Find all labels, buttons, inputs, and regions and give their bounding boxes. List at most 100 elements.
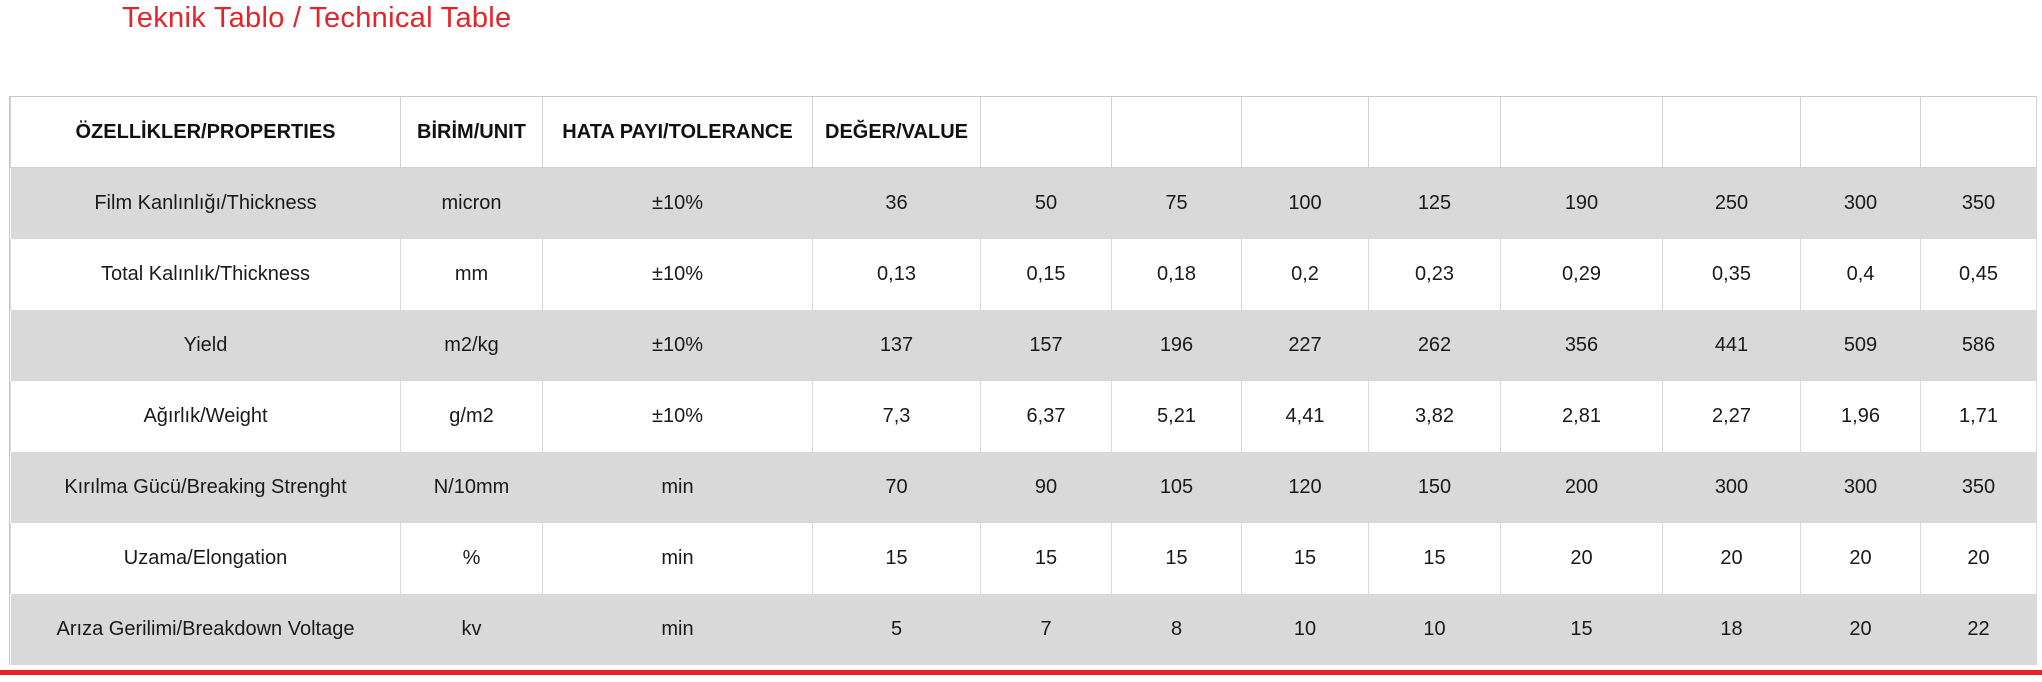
value-cell: 300 xyxy=(1800,452,1921,523)
header-row: ÖZELLİKLER/PROPERTIES BİRİM/UNIT HATA PA… xyxy=(10,97,2037,168)
value-cell: 0,4 xyxy=(1800,239,1921,310)
value-cell: 190 xyxy=(1500,167,1663,239)
value-cell: 125 xyxy=(1368,167,1501,239)
value-cell: 262 xyxy=(1368,310,1501,381)
value-cell: 2,81 xyxy=(1500,381,1663,452)
value-cell: 15 xyxy=(1368,523,1501,594)
table-row: Total Kalınlık/Thickness mm ±10% 0,13 0,15 0,… xyxy=(10,239,2037,310)
value-cell: 105 xyxy=(1111,452,1242,523)
value-cell: 20 xyxy=(1500,523,1663,594)
value-cell: 0,18 xyxy=(1111,239,1242,310)
value-cell: 150 xyxy=(1368,452,1501,523)
unit-cell: mm xyxy=(400,239,543,310)
value-cell: 0,29 xyxy=(1500,239,1663,310)
value-cell: 137 xyxy=(812,310,981,381)
value-cell: 0,23 xyxy=(1368,239,1501,310)
tolerance-cell: min xyxy=(542,523,813,594)
value-cell: 0,35 xyxy=(1662,239,1801,310)
value-cell: 157 xyxy=(980,310,1112,381)
value-cell: 15 xyxy=(1241,523,1369,594)
value-cell: 196 xyxy=(1111,310,1242,381)
value-cell: 1,71 xyxy=(1920,381,2037,452)
value-cell: 441 xyxy=(1662,310,1801,381)
value-cell: 18 xyxy=(1662,594,1801,665)
property-cell: Kırılma Gücü/Breaking Strenght xyxy=(10,452,401,523)
value-cell: 36 xyxy=(812,167,981,239)
unit-cell: N/10mm xyxy=(400,452,543,523)
column-header-empty xyxy=(1368,97,1501,168)
value-cell: 90 xyxy=(980,452,1112,523)
property-cell: Arıza Gerilimi/Breakdown Voltage xyxy=(10,594,401,665)
value-cell: 75 xyxy=(1111,167,1242,239)
technical-table-container: ÖZELLİKLER/PROPERTIES BİRİM/UNIT HATA PA… xyxy=(9,96,2037,665)
value-cell: 5 xyxy=(812,594,981,665)
column-header-properties: ÖZELLİKLER/PROPERTIES xyxy=(10,97,401,168)
column-header-empty xyxy=(980,97,1112,168)
value-cell: 350 xyxy=(1920,167,2037,239)
table-row: Film Kanlınlığı/Thickness micron ±10% 36 50 7… xyxy=(10,167,2037,239)
value-cell: 586 xyxy=(1920,310,2037,381)
property-cell: Ağırlık/Weight xyxy=(10,381,401,452)
tolerance-cell: min xyxy=(542,452,813,523)
tolerance-cell: ±10% xyxy=(542,310,813,381)
value-cell: 0,2 xyxy=(1241,239,1369,310)
value-cell: 15 xyxy=(980,523,1112,594)
property-cell: Film Kanlınlığı/Thickness xyxy=(10,167,401,239)
column-header-tolerance: HATA PAYI/TOLERANCE xyxy=(542,97,813,168)
value-cell: 120 xyxy=(1241,452,1369,523)
value-cell: 227 xyxy=(1241,310,1369,381)
bottom-red-rule xyxy=(0,670,2042,675)
value-cell: 15 xyxy=(812,523,981,594)
value-cell: 50 xyxy=(980,167,1112,239)
value-cell: 356 xyxy=(1500,310,1663,381)
value-cell: 20 xyxy=(1800,523,1921,594)
value-cell: 2,27 xyxy=(1662,381,1801,452)
value-cell: 4,41 xyxy=(1241,381,1369,452)
value-cell: 7 xyxy=(980,594,1112,665)
table-row: Ağırlık/Weight g/m2 ±10% 7,3 6,37 5,21 4,41 3,8… xyxy=(10,381,2037,452)
value-cell: 3,82 xyxy=(1368,381,1501,452)
value-cell: 0,15 xyxy=(980,239,1112,310)
property-cell: Total Kalınlık/Thickness xyxy=(10,239,401,310)
table-row: Uzama/Elongation% min 15 15 15 15 15 20 20 20 20 xyxy=(10,523,2037,594)
unit-cell: micron xyxy=(400,167,543,239)
unit-cell: % xyxy=(400,523,543,594)
table-row: Yield m2/kg ±10% 137 157 196 227 262 356 441 509 58… xyxy=(10,310,2037,381)
value-cell: 6,37 xyxy=(980,381,1112,452)
value-cell: 1,96 xyxy=(1800,381,1921,452)
unit-cell: kv xyxy=(400,594,543,665)
value-cell: 15 xyxy=(1111,523,1242,594)
column-header-empty xyxy=(1500,97,1663,168)
column-header-unit: BİRİM/UNIT xyxy=(400,97,543,168)
value-cell: 300 xyxy=(1662,452,1801,523)
column-header-empty xyxy=(1662,97,1801,168)
table-row: Kırılma Gücü/Breaking Strenght N/10mm min 7… xyxy=(10,452,2037,523)
unit-cell: m2/kg xyxy=(400,310,543,381)
column-header-empty xyxy=(1920,97,2037,168)
value-cell: 509 xyxy=(1800,310,1921,381)
value-cell: 20 xyxy=(1662,523,1801,594)
value-cell: 0,13 xyxy=(812,239,981,310)
value-cell: 250 xyxy=(1662,167,1801,239)
value-cell: 15 xyxy=(1500,594,1663,665)
value-cell: 300 xyxy=(1800,167,1921,239)
property-cell: Uzama/Elongation xyxy=(10,523,401,594)
tolerance-cell: ±10% xyxy=(542,167,813,239)
unit-cell: g/m2 xyxy=(400,381,543,452)
tolerance-cell: ±10% xyxy=(542,239,813,310)
value-cell: 5,21 xyxy=(1111,381,1242,452)
column-header-empty xyxy=(1111,97,1242,168)
table-row: Arıza Gerilimi/Breakdown Voltage kv min 5 7 8… xyxy=(10,594,2037,665)
value-cell: 0,45 xyxy=(1920,239,2037,310)
value-cell: 20 xyxy=(1800,594,1921,665)
value-cell: 70 xyxy=(812,452,981,523)
value-cell: 20 xyxy=(1920,523,2037,594)
value-cell: 22 xyxy=(1920,594,2037,665)
value-cell: 7,3 xyxy=(812,381,981,452)
tolerance-cell: ±10% xyxy=(542,381,813,452)
value-cell: 200 xyxy=(1500,452,1663,523)
value-cell: 100 xyxy=(1241,167,1369,239)
value-cell: 350 xyxy=(1920,452,2037,523)
technical-table: ÖZELLİKLER/PROPERTIES BİRİM/UNIT HATA PA… xyxy=(10,97,2037,665)
column-header-empty xyxy=(1241,97,1369,168)
